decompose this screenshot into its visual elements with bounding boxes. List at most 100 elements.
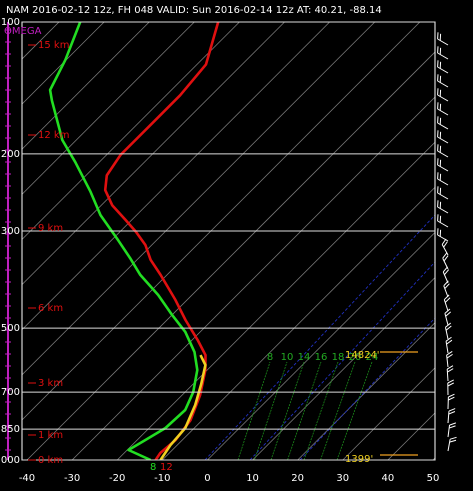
mixing-ratio-label: 20 — [349, 352, 362, 363]
wind-barb — [437, 102, 449, 116]
mixing-ratio-line — [303, 361, 339, 460]
barb-feather — [437, 172, 439, 180]
reference-line — [299, 317, 435, 460]
wind-barb — [437, 228, 449, 242]
isotherm — [22, 22, 240, 241]
isotherm — [22, 22, 421, 421]
barb-feather — [448, 393, 455, 398]
barb-staff — [442, 271, 449, 284]
isotherm — [22, 22, 376, 376]
mixing-ratio-label: 16 — [315, 352, 328, 363]
wind-barb — [437, 186, 449, 200]
height-label: 9 km — [38, 223, 63, 234]
isotherm — [22, 22, 150, 150]
barb-feather — [445, 322, 452, 328]
barb-staff — [446, 368, 449, 382]
profile-line — [159, 354, 207, 460]
barb-staff — [437, 220, 449, 228]
annotation: 14824' — [345, 350, 380, 361]
wind-barb — [446, 350, 453, 368]
wind-barb — [437, 158, 449, 172]
mixing-ratio-line — [270, 361, 305, 460]
barb-staff — [437, 108, 449, 116]
barb-feather — [439, 145, 442, 153]
height-label: 12 km — [38, 130, 69, 141]
wind-barb — [437, 214, 449, 228]
y-tick-label: 100 — [1, 17, 20, 28]
chart-title: NAM 2016-02-12 12z, FH 048 VALID: Sun 20… — [6, 5, 382, 16]
reference-line — [249, 261, 435, 460]
wind-barb — [442, 266, 450, 284]
height-label: 0 km — [38, 455, 63, 466]
barb-feather — [449, 436, 457, 440]
wind-barb — [437, 60, 449, 74]
barb-feather — [437, 74, 439, 82]
barb-feather — [443, 241, 448, 248]
barb-staff — [437, 136, 449, 144]
isotherm — [22, 22, 105, 105]
isotherm-grid-line — [116, 141, 435, 460]
barb-staff — [437, 80, 449, 88]
mixing-ratio-label: 24 — [366, 352, 379, 363]
barb-feather — [437, 88, 439, 96]
barb-feather — [443, 255, 449, 262]
barb-feather — [437, 46, 439, 54]
plot-area — [22, 22, 435, 460]
barb-feather — [439, 47, 442, 55]
wind-barb — [447, 436, 457, 452]
barb-staff — [437, 38, 449, 46]
wind-barb — [447, 393, 455, 410]
barb-feather — [443, 294, 450, 300]
wind-barb — [443, 294, 451, 312]
barb-feather — [439, 103, 442, 111]
barb-feather — [444, 297, 451, 303]
barb-feather — [448, 396, 455, 401]
barb-staff — [443, 285, 449, 298]
mixing-ratio-label: 18 — [332, 352, 345, 363]
barb-feather — [437, 102, 439, 110]
barb-feather — [439, 201, 442, 209]
y-tick-label: 300 — [1, 226, 20, 237]
barb-feather — [437, 116, 439, 124]
isotherm-grid-line — [71, 96, 435, 460]
barb-feather — [437, 144, 439, 152]
barb-feather — [437, 228, 439, 236]
wind-barb — [444, 308, 452, 326]
x-tick-label: -30 — [64, 473, 80, 484]
barb-feather — [448, 408, 456, 412]
wind-barb — [446, 365, 454, 382]
barb-feather — [441, 238, 447, 245]
wind-barb — [444, 322, 452, 340]
isotherm-grid-line — [297, 322, 435, 460]
barb-feather — [439, 159, 442, 167]
barb-feather — [445, 325, 452, 331]
x-tick-label: -20 — [109, 473, 125, 484]
barb-feather — [445, 336, 452, 342]
barb-feather — [439, 75, 442, 83]
barb-feather — [449, 422, 457, 426]
wind-barb — [437, 32, 449, 46]
y-tick-label: 850 — [1, 424, 20, 435]
barb-feather — [445, 311, 452, 317]
wind-barb — [437, 88, 449, 102]
barb-feather — [439, 89, 442, 97]
barb-feather — [437, 200, 439, 208]
barb-staff — [443, 299, 449, 312]
barb-staff — [447, 410, 450, 424]
isotherm-grid-line — [207, 231, 435, 460]
mixing-ratio-label: 8 — [267, 352, 273, 363]
barb-feather — [446, 365, 454, 370]
x-tick-label: 30 — [336, 473, 349, 484]
barb-staff — [444, 327, 449, 340]
barb-staff — [437, 66, 449, 74]
barb-feather — [439, 117, 442, 125]
height-label: 15 km — [38, 40, 69, 51]
barb-staff — [437, 122, 449, 130]
x-tick-label: -40 — [19, 473, 35, 484]
barb-feather — [447, 379, 454, 384]
barb-feather — [444, 269, 450, 276]
barb-feather — [437, 158, 439, 166]
barb-feather — [439, 33, 442, 41]
barb-feather — [446, 353, 453, 359]
barb-feather — [437, 60, 439, 68]
